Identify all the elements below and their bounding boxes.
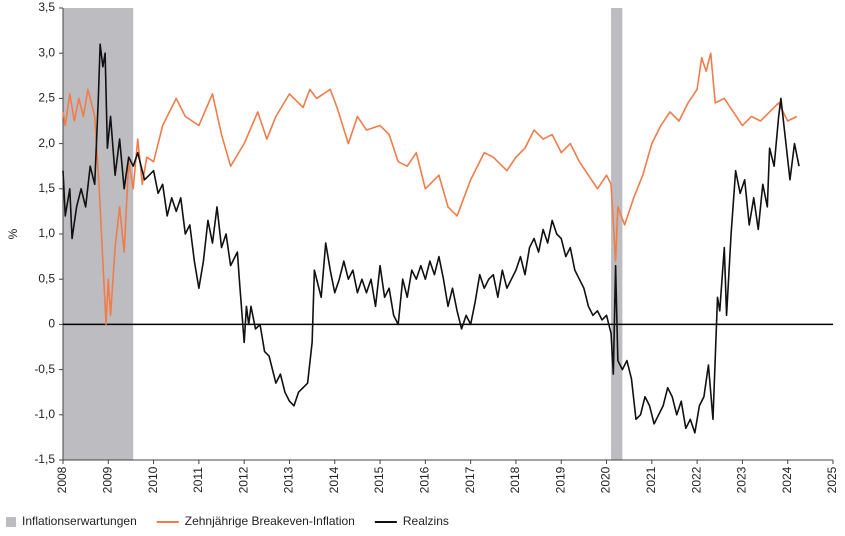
x-tick-label: 2018 <box>508 466 522 493</box>
x-tick-label: 2013 <box>282 466 296 493</box>
y-tick-label: 3,0 <box>38 45 55 59</box>
y-tick-label: -1,5 <box>34 452 55 466</box>
x-tick-label: 2017 <box>463 466 477 493</box>
x-tick-label: 2025 <box>825 466 839 493</box>
x-tick-label: 2008 <box>55 466 69 493</box>
x-tick-label: 2012 <box>236 466 250 493</box>
legend-label: Inflationserwartungen <box>22 514 137 528</box>
x-tick-label: 2014 <box>327 466 341 493</box>
y-tick-label: 3,5 <box>38 0 55 14</box>
x-tick-label: 2009 <box>100 466 114 493</box>
series-line <box>62 52 798 326</box>
y-tick-label: 1,5 <box>38 181 55 195</box>
x-tick-label: 2022 <box>689 466 703 493</box>
x-tick-label: 2015 <box>372 466 386 493</box>
y-axis-label: % <box>6 228 20 239</box>
legend-swatch <box>6 517 16 527</box>
x-tick-label: 2023 <box>735 466 749 493</box>
y-tick-label: 1,0 <box>38 226 55 240</box>
legend-label: Zehnjährige Breakeven-Inflation <box>185 514 355 528</box>
y-tick-label: -1,0 <box>34 407 55 421</box>
legend-label: Realzins <box>403 514 449 528</box>
y-tick-label: 2,0 <box>38 136 55 150</box>
y-tick-label: -0,5 <box>34 362 55 376</box>
series-line <box>62 43 800 434</box>
x-tick-label: 2020 <box>599 466 613 493</box>
x-tick-label: 2019 <box>553 466 567 493</box>
x-tick-label: 2010 <box>146 466 160 493</box>
x-tick-label: 2011 <box>191 467 205 493</box>
y-tick-label: 0 <box>48 317 55 331</box>
x-tick-label: 2016 <box>418 466 432 493</box>
x-tick-label: 2024 <box>780 466 794 493</box>
y-tick-label: 0,5 <box>38 271 55 285</box>
x-tick-label: 2021 <box>644 466 658 493</box>
y-tick-label: 2,5 <box>38 91 55 105</box>
